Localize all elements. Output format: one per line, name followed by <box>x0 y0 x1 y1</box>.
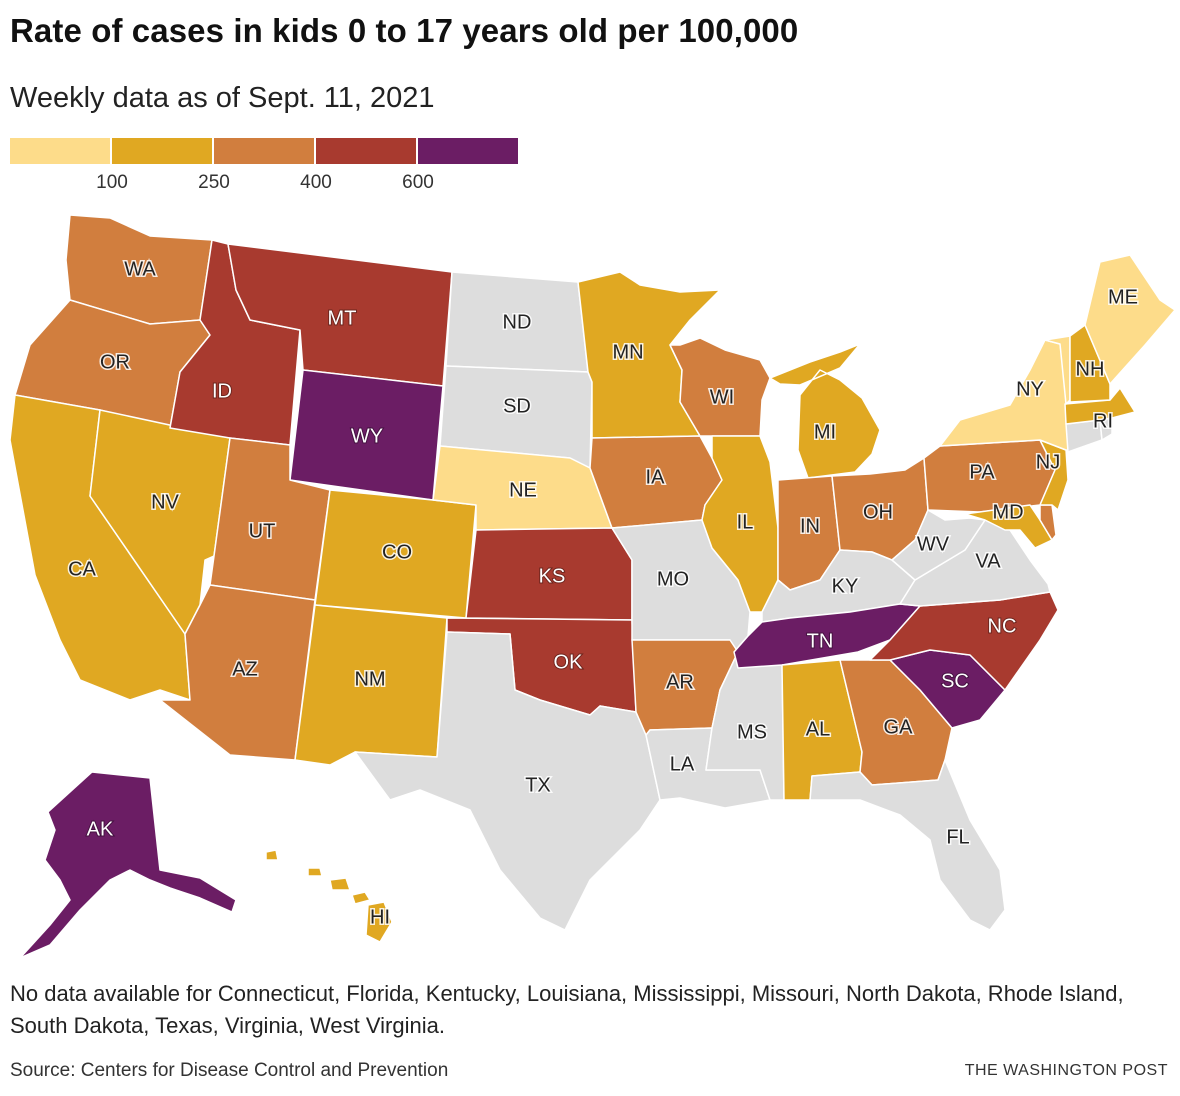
label-mt: MT <box>328 307 357 329</box>
label-fl: FL <box>946 826 969 848</box>
state-tx <box>354 631 661 931</box>
label-mi: MI <box>814 421 836 443</box>
label-il: IL <box>737 511 754 533</box>
label-ne: NE <box>509 479 537 501</box>
label-nh: NH <box>1076 358 1105 380</box>
label-tn: TN <box>807 630 834 652</box>
label-az: AZ <box>232 658 258 680</box>
label-ut: UT <box>249 520 276 542</box>
map-title: Rate of cases in kids 0 to 17 years old … <box>10 12 799 49</box>
source-line: Source: Centers for Disease Control and … <box>10 1060 449 1081</box>
label-la: LA <box>670 753 695 775</box>
label-mn: MN <box>612 341 643 363</box>
legend-swatch-4 <box>316 138 416 164</box>
label-nc: NC <box>988 615 1017 637</box>
state-nc <box>869 591 1059 691</box>
label-wv: WV <box>917 533 950 555</box>
state-md <box>964 504 1053 549</box>
label-ok: OK <box>554 651 584 673</box>
state-ny <box>939 339 1069 451</box>
map-svg: WA OR CA NV ID MT WY UT AZ CO NM ND SD N… <box>9 214 1176 959</box>
state-hi <box>265 849 393 943</box>
state-nj <box>1039 439 1069 511</box>
label-tx: TX <box>525 774 551 796</box>
label-ca: CA <box>68 558 96 580</box>
label-nm: NM <box>354 668 385 690</box>
label-ak: AK <box>87 818 114 840</box>
publisher-credit: THE WASHINGTON POST <box>964 1062 1168 1079</box>
label-pa: PA <box>969 461 995 483</box>
label-va: VA <box>975 550 1001 572</box>
label-wy: WY <box>351 425 383 447</box>
legend-swatch-1 <box>10 138 110 164</box>
label-sd: SD <box>503 395 531 417</box>
us-choropleth-map: WA OR CA NV ID MT WY UT AZ CO NM ND SD N… <box>0 200 1180 960</box>
label-or: OR <box>100 351 130 373</box>
state-wv <box>891 509 986 581</box>
state-fl <box>809 759 1006 931</box>
map-subtitle: Weekly data as of Sept. 11, 2021 <box>10 82 435 114</box>
legend-tick-250: 250 <box>198 172 230 193</box>
label-nj: NJ <box>1036 451 1060 473</box>
no-data-note: No data available for Connecticut, Flori… <box>10 981 1124 1038</box>
label-ia: IA <box>646 466 666 488</box>
label-wi: WI <box>710 386 734 408</box>
label-sc: SC <box>941 670 969 692</box>
label-nv: NV <box>151 491 179 513</box>
label-md: MD <box>992 501 1023 523</box>
label-ky: KY <box>832 575 859 597</box>
label-ks: KS <box>539 565 566 587</box>
label-ri: RI <box>1093 410 1113 432</box>
state-vt <box>1044 335 1071 405</box>
state-me <box>1084 254 1176 385</box>
label-in: IN <box>800 515 820 537</box>
label-ms: MS <box>737 721 767 743</box>
color-legend: 100 250 400 600 <box>10 138 520 198</box>
state-nh <box>1069 324 1111 403</box>
state-ak <box>19 771 237 959</box>
label-mo: MO <box>657 568 689 590</box>
label-ar: AR <box>666 671 694 693</box>
label-hi: HI <box>370 906 390 928</box>
state-co <box>314 489 477 619</box>
label-id: ID <box>212 380 232 402</box>
legend-ticks: 100 250 400 600 <box>10 164 520 194</box>
legend-swatch-3 <box>214 138 314 164</box>
label-al: AL <box>806 718 830 740</box>
state-ma <box>1064 387 1136 425</box>
state-mi <box>769 343 881 479</box>
label-ny: NY <box>1016 378 1044 400</box>
legend-bar <box>10 138 520 164</box>
label-nd: ND <box>503 311 532 333</box>
legend-swatch-2 <box>112 138 212 164</box>
label-ga: GA <box>884 716 914 738</box>
state-labels: WA OR CA NV ID MT WY UT AZ CO NM ND SD N… <box>67 257 1140 930</box>
label-wa: WA <box>124 258 156 280</box>
label-me: ME <box>1108 286 1138 308</box>
state-il <box>701 435 779 613</box>
label-co: CO <box>382 541 412 563</box>
label-oh: OH <box>863 501 893 523</box>
legend-tick-100: 100 <box>96 172 128 193</box>
legend-tick-600: 600 <box>402 172 434 193</box>
legend-swatch-5 <box>418 138 518 164</box>
legend-tick-400: 400 <box>300 172 332 193</box>
